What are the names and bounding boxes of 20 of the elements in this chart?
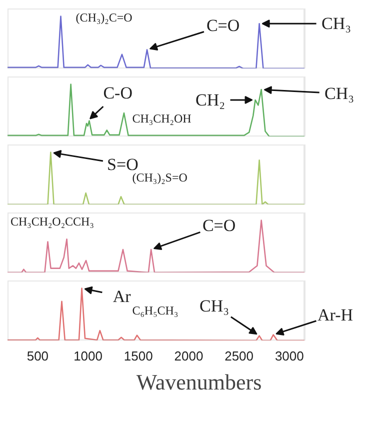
- x-tick-label: 500: [26, 348, 49, 364]
- x-axis-title: Wavenumbers: [136, 370, 262, 394]
- chart-title: (CH₃)₂C=O: [76, 10, 133, 24]
- annotation: C=O: [202, 216, 236, 236]
- annotation: C=O: [206, 16, 240, 36]
- chart-title: CH₃CH₂O₂CCH₃: [10, 214, 94, 228]
- x-tick-label: 1000: [74, 348, 103, 364]
- annotation: CH₂: [195, 90, 226, 110]
- x-tick-label: 2500: [224, 348, 254, 364]
- annotation: C-O: [103, 83, 132, 102]
- x-tick-label: 3000: [274, 348, 304, 364]
- annotation: Ar: [112, 286, 132, 306]
- x-tick-label: 2000: [174, 348, 204, 364]
- x-tick-label: 1500: [124, 348, 153, 364]
- annotation: CH₃: [324, 84, 354, 104]
- text: C₆H₅CH₃: [132, 304, 178, 318]
- annotation: CH₃: [322, 14, 352, 34]
- annotation: Ar-H: [318, 305, 354, 324]
- text: CH₃CH₂OH: [132, 112, 192, 126]
- annotation: CH₃: [200, 296, 230, 316]
